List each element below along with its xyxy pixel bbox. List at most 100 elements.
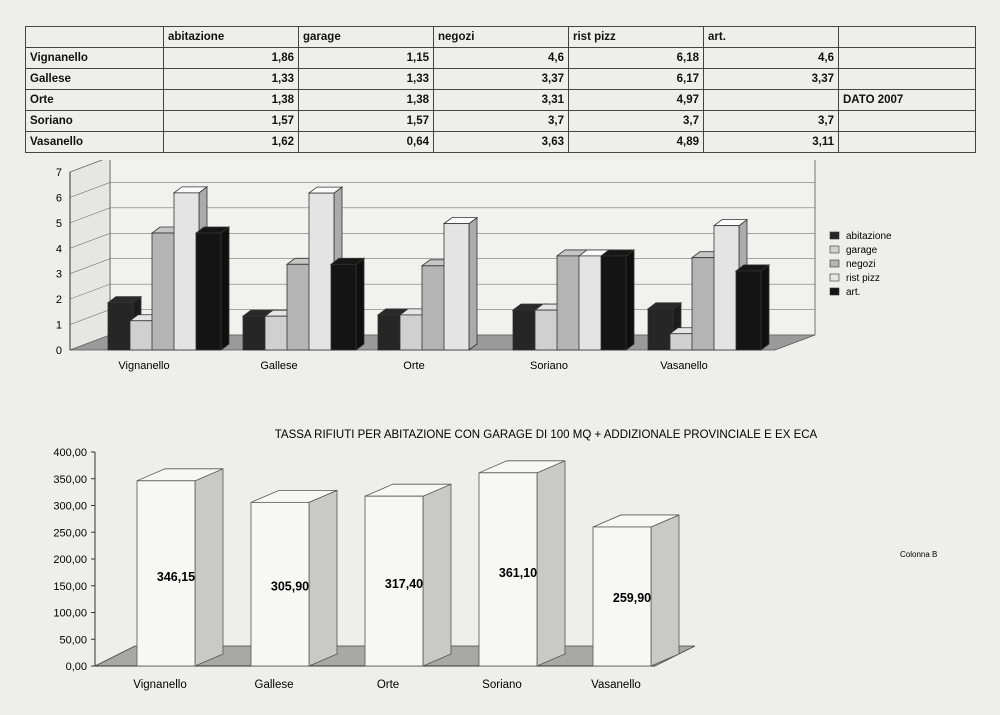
bar-front [578,255,605,351]
gridline [69,232,815,249]
y-tick-label: 100,00 [53,608,87,620]
bar-front [443,223,470,351]
y-tick-label: 7 [56,167,62,179]
bar-front [478,472,538,667]
x-tick-label: Soriano [482,679,522,691]
town-cell: Vignanello [25,47,164,69]
legend-swatch [829,273,840,282]
y-tick-label: 2 [56,294,62,306]
note-cell: DATO 2007 [838,89,976,111]
bar-front [556,255,583,351]
bar-front [264,315,291,351]
y-tick-label: 5 [56,218,62,230]
y-tick-label: 200,00 [53,554,87,566]
bar-front [107,302,134,351]
gridline [69,160,103,173]
y-tick-label: 400,00 [53,447,87,459]
town-cell: Vasanello [25,131,164,153]
gridline [69,207,815,224]
bar-side [308,489,338,667]
bar-side [760,264,770,351]
data-label: 361,10 [499,566,537,580]
bar [250,489,338,667]
value-cell: 6,17 [568,68,704,90]
y-tick-label: 3 [56,269,62,281]
bar-front [713,225,740,351]
gridline [69,182,815,198]
bar-front [136,480,196,667]
legend-swatch [829,259,840,268]
value-cell: 3,63 [433,131,569,153]
value-cell: 3,37 [433,68,569,90]
bar-front [592,526,652,667]
note-cell [838,110,976,132]
y-tick-label: 0 [56,345,62,357]
legend-swatch [829,287,840,296]
x-tick-label: Orte [377,679,399,691]
data-label: 346,15 [157,570,195,584]
header-cell: garage [298,26,434,48]
y-tick-label: 0,00 [66,661,87,673]
bar [478,460,566,667]
bar-front [151,232,178,351]
value-cell: 1,57 [298,110,434,132]
header-cell: negozi [433,26,569,48]
header-cell [838,26,976,48]
value-cell [703,89,839,111]
town-cell: Gallese [25,68,164,90]
value-cell: 1,86 [163,47,299,69]
x-tick-label: Vignanello [118,360,169,372]
bar-side [422,483,452,667]
value-cell: 1,38 [163,89,299,111]
bar-side [468,216,478,351]
value-cell: 1,33 [298,68,434,90]
legend-label: rist pizz [846,273,880,284]
table-row: Soriano 1,57 1,57 3,7 3,7 3,7 [25,110,976,132]
town-cell: Orte [25,89,164,111]
bar-front [600,255,627,351]
value-cell: 3,37 [703,68,839,90]
bar [592,514,680,667]
x-tick-label: Gallese [255,679,294,691]
header-cell: art. [703,26,839,48]
value-cell: 1,62 [163,131,299,153]
bar-front [286,263,313,351]
note-cell [838,68,976,90]
side-wall [69,160,111,351]
data-label: 305,90 [271,580,309,594]
value-cell: 3,7 [568,110,704,132]
y-tick-label: 50,00 [59,634,87,646]
bar-front [330,263,357,351]
value-cell: 1,57 [163,110,299,132]
bar-front [735,270,762,351]
town-cell: Soriano [25,110,164,132]
rates-table: abitazione garage negozi rist pizz art. … [25,26,976,153]
bar-side [536,460,566,667]
bar-front [250,501,310,667]
bar [599,249,636,351]
legend-swatch [829,231,840,240]
bar [136,468,224,667]
bar-front [399,314,426,351]
x-tick-label: Soriano [530,360,568,372]
bar-front [195,232,222,351]
y-tick-label: 1 [56,320,62,332]
grouped-bar-chart: 0 1 2 3 4 5 6 7 Vignanello Gallese Orte Soriano Vasa… [56,160,892,372]
legend-label: abitazione [846,231,892,242]
y-tick-label: 350,00 [53,474,87,486]
value-cell: 4,97 [568,89,704,111]
y-tick-label: 300,00 [53,501,87,513]
bar-front [377,314,404,351]
bar [329,257,366,351]
bar-front [647,308,674,351]
bar [442,216,479,351]
value-cell: 4,6 [433,47,569,69]
value-cell: 3,31 [433,89,569,111]
bar-front [512,309,539,351]
note-cell [838,131,976,153]
value-cell: 0,64 [298,131,434,153]
bar-front [691,257,718,351]
bar-side [194,468,224,667]
x-tick-label: Vasanello [591,679,641,691]
header-cell: rist pizz [568,26,704,48]
